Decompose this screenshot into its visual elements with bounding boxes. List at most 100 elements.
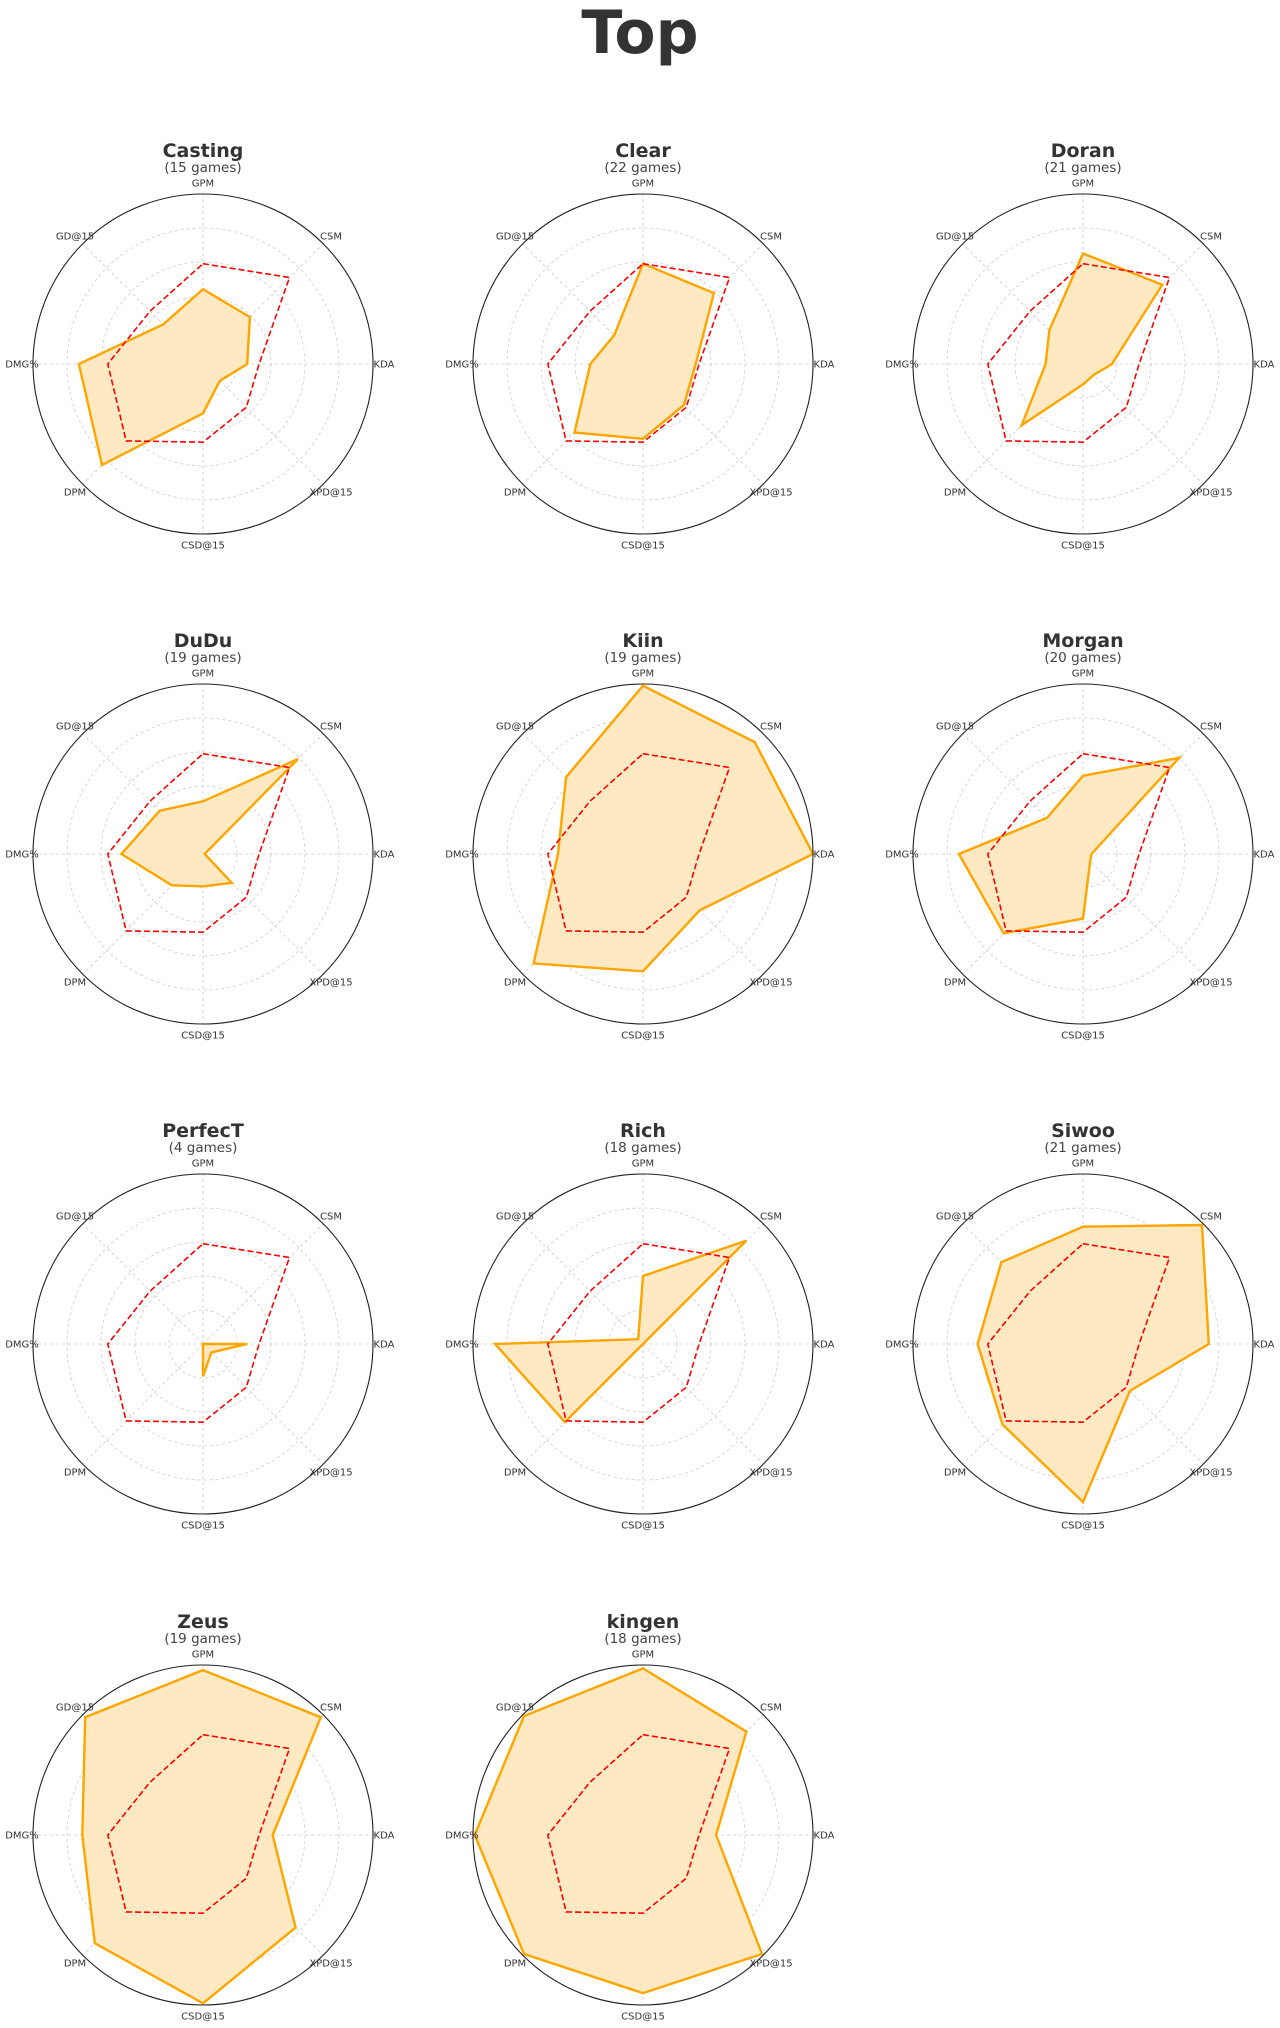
- radar-panel-zeus: Zeus(19 games) GPM CSM KDA XPD@15 CSD@15 DPM DM…: [5, 1611, 394, 2023]
- axis-label: XPD@15: [309, 1959, 352, 1970]
- grid-ring: [946, 717, 1220, 991]
- axis-label: CSD@15: [181, 2012, 225, 2023]
- reference-line: [106, 752, 291, 934]
- axis-label: KDA: [1254, 850, 1275, 861]
- player-area: [81, 1668, 323, 2005]
- axis-label: XPD@15: [309, 1468, 352, 1479]
- axis-label: DPM: [64, 978, 86, 989]
- grid-spoke: [642, 363, 764, 485]
- axis-label: CSD@15: [621, 1031, 665, 1042]
- radar-panel-doran: Doran(21 games) GPM CSM KDA XPD@15 CSD@15 DPM D…: [885, 140, 1274, 552]
- grid-spoke: [202, 1223, 324, 1345]
- axis-label: DMG%: [5, 1340, 39, 1351]
- radar-panel-kingen: kingen(18 games) GPM CSM KDA XPD@15 CSD@15 DPM…: [445, 1611, 834, 2023]
- axis-label: GD@15: [496, 722, 534, 733]
- grid-spoke: [82, 733, 204, 855]
- axis-label: KDA: [374, 360, 395, 371]
- outer-circle: [472, 1173, 814, 1515]
- panel-subtitle: (19 games): [164, 1631, 241, 1647]
- player-area: [957, 755, 1183, 935]
- panel-subtitle: (18 games): [604, 1140, 681, 1156]
- reference-line: [106, 262, 291, 444]
- axis-label: CSM: [760, 722, 782, 733]
- reference-line: [546, 752, 731, 934]
- axis-label: DMG%: [445, 1340, 479, 1351]
- axis-label: KDA: [374, 1340, 395, 1351]
- grid-spoke: [82, 1343, 204, 1465]
- axis-label: DPM: [504, 978, 526, 989]
- axis-label: GPM: [632, 669, 654, 680]
- axis-label: KDA: [374, 1831, 395, 1842]
- grid-ring: [168, 819, 238, 889]
- outer-circle: [472, 683, 814, 1025]
- axis-label: CSM: [1200, 722, 1222, 733]
- grid-spoke: [1082, 853, 1204, 975]
- reference-line: [546, 262, 731, 444]
- outer-circle: [472, 1664, 814, 2006]
- axis-label: DPM: [504, 1468, 526, 1479]
- radar-panel-perfect: PerfecT(4 games) GPM CSM KDA XPD@15 CSD@15 DPM…: [5, 1120, 394, 1532]
- panel-title: Zeus: [177, 1611, 229, 1633]
- grid-ring: [66, 227, 340, 501]
- axis-label: CSD@15: [1061, 1521, 1105, 1532]
- axis-label: DMG%: [885, 850, 919, 861]
- grid-ring: [608, 1309, 678, 1379]
- axis-label: DMG%: [5, 850, 39, 861]
- axis-label: DMG%: [445, 1831, 479, 1842]
- grid-spoke: [962, 243, 1084, 365]
- panel-title: PerfecT: [162, 1120, 244, 1142]
- panel-subtitle: (18 games): [604, 1631, 681, 1647]
- axis-label: DPM: [944, 1468, 966, 1479]
- axis-label: CSD@15: [1061, 1031, 1105, 1042]
- axis-label: GPM: [632, 1650, 654, 1661]
- axis-label: GPM: [1072, 1159, 1094, 1170]
- panel-title: DuDu: [174, 630, 233, 652]
- axis-label: CSM: [760, 232, 782, 243]
- grid-spoke: [962, 733, 1084, 855]
- grid-spoke: [522, 1223, 644, 1345]
- axis-label: GD@15: [496, 1703, 534, 1714]
- axis-label: CSD@15: [621, 2012, 665, 2023]
- axis-label: DPM: [504, 488, 526, 499]
- axis-label: CSM: [1200, 1212, 1222, 1223]
- axis-label: CSD@15: [1061, 541, 1105, 552]
- reference-line: [986, 752, 1171, 934]
- grid-spoke: [1082, 363, 1204, 485]
- grid-spoke: [202, 243, 324, 365]
- grid-ring: [946, 1207, 1220, 1481]
- grid-ring: [1048, 819, 1118, 889]
- axis-label: GD@15: [496, 1212, 534, 1223]
- axis-label: XPD@15: [1189, 488, 1232, 499]
- axis-label: CSM: [760, 1703, 782, 1714]
- axis-label: GPM: [1072, 179, 1094, 190]
- outer-circle: [32, 193, 374, 535]
- radar-panel-clear: Clear(22 games) GPM CSM KDA XPD@15 CSD@15 DPM D…: [445, 140, 834, 552]
- axis-label: GPM: [1072, 669, 1094, 680]
- outer-circle: [32, 1664, 374, 2006]
- axis-label: XPD@15: [749, 488, 792, 499]
- grid-spoke: [202, 853, 324, 975]
- axis-label: XPD@15: [309, 978, 352, 989]
- axis-label: CSM: [320, 1212, 342, 1223]
- reference-line: [546, 1242, 731, 1424]
- radar-panels: Casting(15 games) GPM CSM KDA XPD@15 CSD@15 DP…: [5, 140, 1274, 2023]
- player-area: [119, 757, 299, 888]
- axis-label: DPM: [64, 488, 86, 499]
- panel-subtitle: (19 games): [164, 650, 241, 666]
- axis-label: XPD@15: [1189, 1468, 1232, 1479]
- grid-spoke: [642, 853, 764, 975]
- axis-label: GPM: [192, 1650, 214, 1661]
- panel-subtitle: (20 games): [1044, 650, 1121, 666]
- outer-circle: [32, 683, 374, 1025]
- axis-label: XPD@15: [749, 1468, 792, 1479]
- axis-label: CSD@15: [181, 1521, 225, 1532]
- grid-spoke: [82, 1223, 204, 1345]
- axis-label: KDA: [814, 1340, 835, 1351]
- player-area: [492, 1239, 748, 1424]
- radar-panel-siwoo: Siwoo(21 games) GPM CSM KDA XPD@15 CSD@15 DPM D…: [885, 1120, 1274, 1532]
- axis-label: KDA: [814, 850, 835, 861]
- grid-spoke: [82, 853, 204, 975]
- axis-label: CSM: [320, 722, 342, 733]
- grid-ring: [946, 227, 1220, 501]
